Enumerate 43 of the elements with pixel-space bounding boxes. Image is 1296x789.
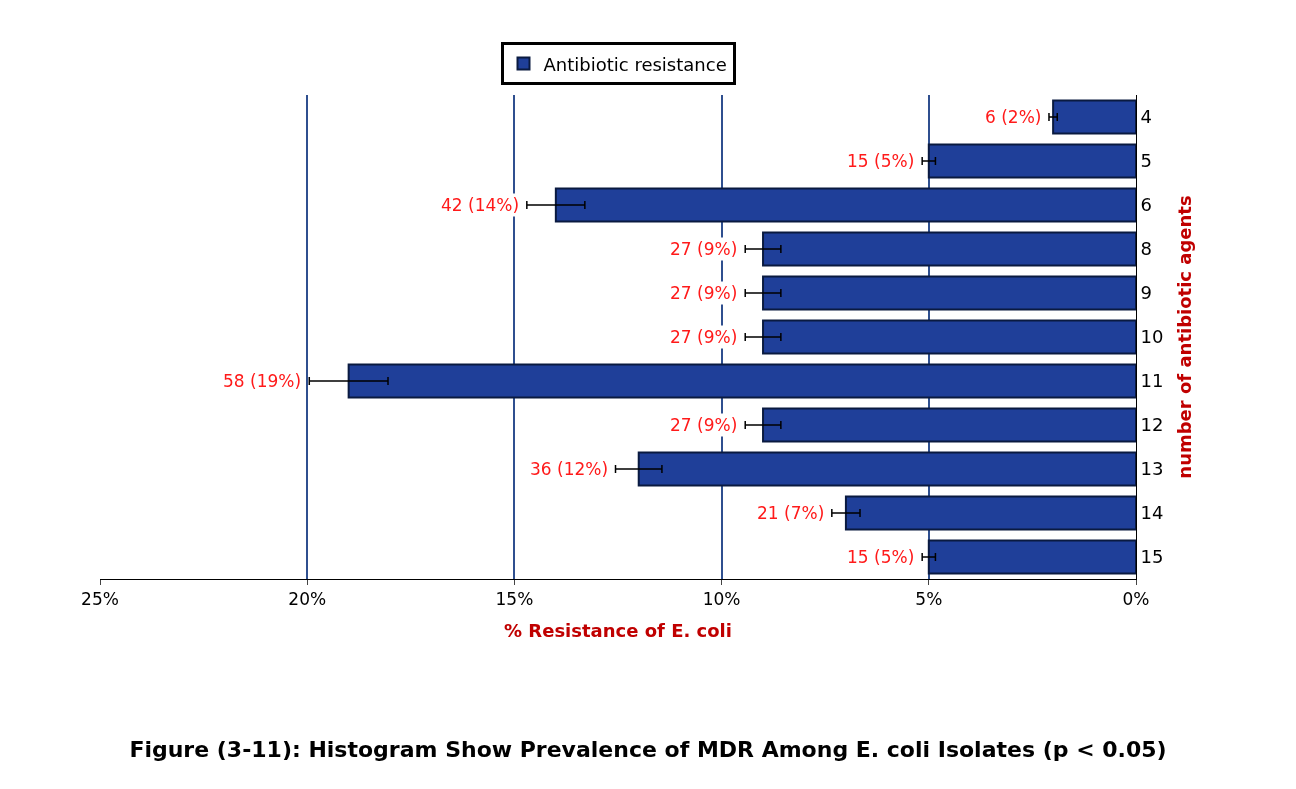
bar xyxy=(762,407,1136,443)
x-tick-label: 15% xyxy=(495,589,534,610)
x-tick-label: 0% xyxy=(1122,589,1150,610)
bar xyxy=(927,539,1136,575)
y-tick-label: 10 xyxy=(1140,326,1164,348)
data-label: 58 (19%) xyxy=(223,371,302,391)
data-label: 6 (2%) xyxy=(985,107,1042,127)
y-tick-label: 8 xyxy=(1140,238,1153,260)
x-axis-title: % Resistance of E. coli xyxy=(504,619,732,641)
x-tick-label: 25% xyxy=(81,589,119,610)
x-tick-label: 5% xyxy=(915,589,943,610)
x-tick-label: 10% xyxy=(702,589,741,610)
data-label: 27 (9%) xyxy=(670,239,738,259)
y-axis-title: number of antibiotic agents xyxy=(1173,195,1195,479)
text: Figure (3-11): Histogram Show Prevalence of MDR Among E. coli Isolates (p < 0.05) xyxy=(129,737,1167,763)
bar xyxy=(927,143,1136,179)
bar xyxy=(347,363,1136,399)
data-label: 27 (9%) xyxy=(670,327,738,347)
y-tick-label: 12 xyxy=(1140,414,1164,436)
bar xyxy=(762,275,1136,311)
y-tick-label: 5 xyxy=(1140,150,1153,172)
bar xyxy=(637,451,1136,487)
y-tick-label: 15 xyxy=(1140,546,1164,568)
data-label: 15 (5%) xyxy=(847,151,915,171)
legend-label: Antibiotic resistance xyxy=(543,53,727,75)
y-tick-label: 9 xyxy=(1140,282,1153,304)
bar xyxy=(1052,99,1136,135)
data-label: 15 (5%) xyxy=(847,547,915,567)
x-tick-label: 20% xyxy=(288,589,327,610)
y-tick-label: 14 xyxy=(1140,502,1164,524)
data-label: 27 (9%) xyxy=(670,415,738,435)
y-tick-label: 4 xyxy=(1140,106,1153,128)
data-label: 21 (7%) xyxy=(757,503,825,523)
bar xyxy=(844,495,1136,531)
y-tick-label: 11 xyxy=(1140,370,1164,392)
bar xyxy=(554,187,1136,223)
y-tick-label: 13 xyxy=(1140,458,1164,480)
data-label: 42 (14%) xyxy=(441,195,520,215)
bar xyxy=(762,319,1136,355)
data-label: 27 (9%) xyxy=(670,283,738,303)
bar xyxy=(762,231,1136,267)
y-tick-label: 6 xyxy=(1140,194,1153,216)
data-label: 36 (12%) xyxy=(530,459,609,479)
